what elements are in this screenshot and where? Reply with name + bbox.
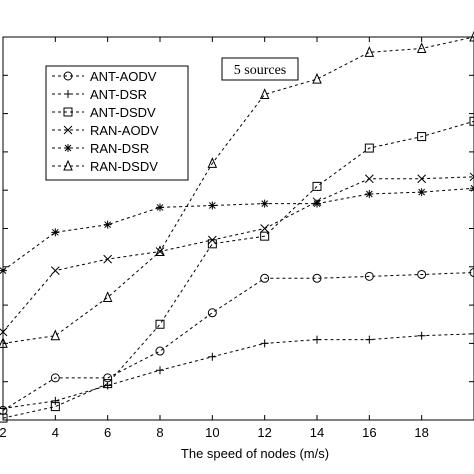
data-point-ant-dsr bbox=[103, 381, 112, 390]
data-point-ant-aodv bbox=[312, 273, 322, 283]
data-point-ant-dsdv bbox=[0, 413, 8, 423]
data-point-ran-dsr bbox=[103, 220, 112, 229]
legend-marker-ran-dsr bbox=[64, 144, 72, 152]
data-point-ran-aodv bbox=[50, 266, 60, 275]
series-line-ant-dsdv bbox=[2, 120, 474, 419]
data-point-ant-dsr bbox=[313, 335, 321, 344]
data-point-ran-aodv bbox=[417, 174, 427, 184]
series-lines bbox=[2, 36, 474, 419]
series-line-ran-dsr bbox=[2, 187, 474, 272]
legend-label-ran-dsr: RAN-DSR bbox=[90, 141, 149, 156]
data-point-ran-dsdv bbox=[469, 30, 474, 42]
data-point-ant-aodv bbox=[417, 269, 427, 279]
data-point-ant-aodv bbox=[260, 273, 270, 283]
data-point-ant-dsr bbox=[0, 404, 7, 413]
legend-marker-ant-aodv bbox=[63, 71, 73, 81]
data-point-ran-dsdv bbox=[155, 245, 165, 256]
legend-label-ant-aodv: ANT-AODV bbox=[90, 69, 157, 84]
legend: ANT-AODV ANT-DSR ANT-DSDV RAN-AODV RAN-DSR RA… bbox=[45, 65, 189, 181]
data-point-ant-dsr bbox=[208, 352, 217, 361]
data-point-ant-aodv bbox=[155, 346, 165, 356]
x-tick-label: 14 bbox=[310, 425, 324, 440]
data-point-ant-dsdv bbox=[364, 143, 374, 153]
data-point-ant-aodv bbox=[103, 373, 113, 383]
data-point-ran-dsr bbox=[0, 266, 7, 275]
data-point-ant-dsr bbox=[260, 339, 269, 348]
data-point-ant-dsr bbox=[417, 331, 426, 340]
data-point-ran-aodv bbox=[207, 235, 217, 245]
data-point-ran-dsr bbox=[156, 203, 164, 212]
data-point-ant-dsr bbox=[156, 366, 164, 375]
legend-label-ran-dsdv: RAN-DSDV bbox=[90, 159, 158, 174]
data-point-ant-dsr bbox=[365, 335, 374, 344]
x-tick-label: 8 bbox=[156, 425, 163, 440]
data-point-ant-dsdv bbox=[50, 402, 60, 412]
x-tick-label: 6 bbox=[104, 425, 111, 440]
data-point-ran-aodv bbox=[155, 247, 165, 256]
data-point-ran-aodv bbox=[260, 224, 270, 233]
series-markers bbox=[0, 30, 474, 423]
data-point-ant-dsdv bbox=[469, 116, 474, 126]
data-point-ran-dsdv bbox=[416, 42, 427, 53]
data-point-ran-dsdv bbox=[207, 157, 218, 168]
x-tick-label: 12 bbox=[257, 425, 271, 440]
annotation-box: 5 sources bbox=[221, 57, 299, 81]
data-point-ant-dsdv bbox=[155, 319, 165, 329]
data-point-ran-dsdv bbox=[102, 291, 113, 302]
data-point-ran-dsdv bbox=[364, 46, 375, 57]
data-point-ran-dsr bbox=[208, 201, 217, 210]
data-point-ran-dsdv bbox=[312, 72, 322, 84]
legend-label-ran-aodv: RAN-AODV bbox=[90, 123, 159, 138]
data-point-ran-aodv bbox=[364, 174, 374, 184]
data-point-ant-dsr bbox=[470, 329, 474, 338]
x-tick-label: 4 bbox=[52, 425, 59, 440]
data-point-ant-dsdv bbox=[260, 231, 270, 241]
data-point-ant-dsdv bbox=[103, 379, 113, 389]
data-point-ran-dsr bbox=[51, 228, 60, 237]
data-point-ran-aodv bbox=[103, 254, 113, 264]
x-axis-label: The speed of nodes (m/s) bbox=[181, 446, 329, 461]
data-point-ant-aodv bbox=[364, 271, 374, 281]
legend-marker-ran-dsdv bbox=[63, 159, 73, 171]
data-point-ant-aodv bbox=[50, 373, 60, 383]
x-tick-label: 18 bbox=[414, 425, 428, 440]
x-tick-label: 16 bbox=[362, 425, 376, 440]
x-axis-ticks: 2 4 6 8 10 12 14 16 18 bbox=[0, 37, 429, 440]
x-tick-label: 10 bbox=[205, 425, 219, 440]
data-point-ran-dsr bbox=[365, 190, 374, 199]
series-line-ran-dsdv bbox=[2, 36, 474, 344]
legend-marker-ant-dsdv bbox=[63, 107, 73, 117]
data-point-ran-dsr bbox=[470, 184, 474, 193]
data-point-ant-aodv bbox=[469, 268, 474, 278]
legend-marker-ant-dsr bbox=[64, 90, 72, 98]
legend-marker-ran-aodv bbox=[63, 125, 73, 135]
series-line-ant-aodv bbox=[2, 272, 474, 411]
data-point-ran-dsdv bbox=[50, 329, 61, 341]
data-point-ran-dsr bbox=[313, 199, 321, 208]
legend-box bbox=[45, 65, 189, 181]
data-point-ant-dsdv bbox=[312, 181, 322, 191]
data-point-ran-dsr bbox=[260, 199, 269, 208]
data-point-ran-dsr bbox=[417, 188, 426, 197]
series-line-ant-dsr bbox=[2, 333, 474, 409]
data-point-ran-dsdv bbox=[259, 88, 270, 99]
data-point-ran-aodv bbox=[469, 172, 474, 182]
y-axis-ticks bbox=[3, 74, 474, 383]
series-line-ran-aodv bbox=[2, 176, 474, 333]
data-point-ant-aodv bbox=[207, 308, 217, 318]
data-point-ran-aodv bbox=[0, 327, 8, 337]
data-point-ant-dsr bbox=[51, 396, 60, 405]
data-point-ant-dsdv bbox=[417, 132, 427, 142]
annotation-text: 5 sources bbox=[234, 63, 287, 78]
x-tick-label: 2 bbox=[0, 425, 7, 440]
legend-label-ant-dsdv: ANT-DSDV bbox=[90, 105, 156, 120]
legend-label-ant-dsr: ANT-DSR bbox=[90, 87, 147, 102]
